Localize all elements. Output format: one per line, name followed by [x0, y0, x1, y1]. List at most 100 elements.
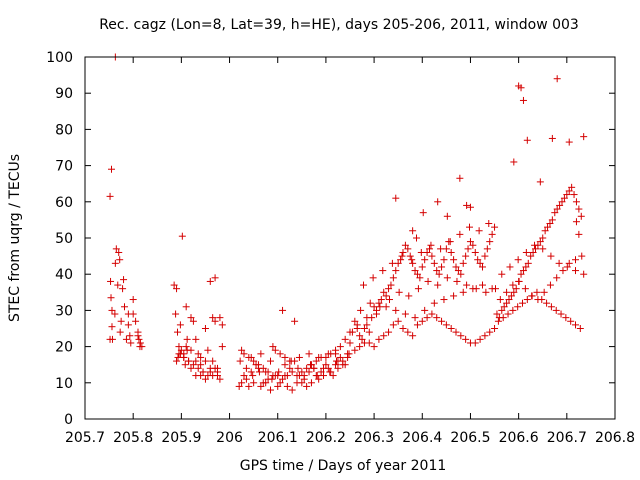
data-point	[418, 317, 426, 325]
data-point	[580, 270, 588, 278]
data-point	[247, 368, 255, 376]
data-point	[242, 364, 250, 372]
data-point	[380, 332, 388, 340]
data-point	[456, 174, 464, 182]
data-point	[512, 285, 520, 293]
data-point	[428, 252, 436, 260]
data-point	[119, 285, 127, 293]
data-point	[466, 238, 474, 246]
data-point	[116, 328, 124, 336]
data-point	[324, 350, 332, 358]
data-point	[397, 256, 405, 264]
data-point	[519, 267, 527, 275]
y-tick-label: 0	[64, 412, 73, 428]
x-axis-label: GPS time / Days of year 2011	[240, 458, 447, 474]
data-point	[351, 317, 359, 325]
data-point	[466, 203, 474, 211]
data-point	[134, 332, 142, 340]
data-point	[211, 364, 219, 372]
data-point	[376, 303, 384, 311]
x-tick-label: 206.7	[547, 430, 587, 446]
data-point	[496, 296, 504, 304]
data-point	[176, 321, 184, 329]
data-point	[255, 368, 263, 376]
data-point	[435, 270, 443, 278]
data-point	[132, 317, 140, 325]
data-point	[479, 281, 486, 289]
data-point	[417, 248, 425, 256]
data-point	[515, 277, 523, 285]
data-point	[546, 220, 554, 228]
data-point	[546, 281, 554, 289]
data-point	[300, 372, 308, 380]
data-point	[464, 245, 472, 253]
data-point	[359, 281, 367, 289]
data-point	[257, 350, 265, 358]
data-point	[178, 232, 186, 240]
data-point	[394, 317, 402, 325]
data-point	[291, 317, 299, 325]
data-point	[386, 296, 394, 304]
data-point	[281, 361, 289, 369]
data-point	[437, 245, 445, 253]
y-tick-label: 90	[55, 86, 73, 102]
data-point	[283, 372, 291, 380]
data-point	[175, 343, 183, 351]
data-point	[563, 191, 571, 199]
data-point	[426, 245, 433, 253]
data-point	[524, 259, 532, 267]
data-point	[182, 303, 190, 311]
data-point	[276, 379, 284, 387]
data-point	[447, 248, 455, 256]
data-point	[356, 343, 364, 351]
data-point	[565, 259, 573, 267]
data-point	[509, 281, 517, 289]
data-point	[491, 223, 499, 231]
data-point	[194, 364, 202, 372]
data-point	[180, 350, 188, 358]
x-tick-label: 205.7	[65, 430, 105, 446]
data-point	[117, 317, 125, 325]
data-point	[326, 368, 334, 376]
data-point	[305, 368, 313, 376]
data-point	[199, 368, 207, 376]
data-point	[136, 343, 144, 351]
data-point	[303, 382, 311, 390]
data-point	[206, 277, 214, 285]
data-point	[187, 314, 195, 322]
data-point	[509, 306, 517, 314]
data-point	[201, 375, 209, 383]
data-point	[568, 183, 576, 191]
data-point	[334, 357, 342, 365]
data-point	[560, 194, 568, 202]
data-point	[315, 375, 323, 383]
data-point	[204, 346, 212, 354]
data-point	[404, 245, 412, 253]
data-point	[498, 306, 506, 314]
data-point	[257, 382, 265, 390]
data-point	[107, 294, 115, 302]
data-point	[398, 252, 406, 260]
data-point	[421, 306, 429, 314]
data-point	[399, 325, 407, 332]
data-point	[286, 364, 294, 372]
data-point	[471, 339, 479, 347]
data-point	[174, 328, 182, 336]
data-point	[363, 314, 371, 322]
data-point	[348, 328, 356, 336]
data-point	[127, 339, 135, 347]
data-point	[274, 372, 282, 380]
data-point	[177, 346, 185, 354]
data-point	[421, 256, 429, 264]
data-point	[399, 248, 407, 256]
data-point	[528, 292, 536, 300]
data-point	[430, 259, 438, 267]
data-point	[238, 346, 246, 354]
data-point	[565, 187, 573, 195]
data-point	[332, 350, 340, 358]
data-point	[276, 350, 284, 358]
data-point	[578, 252, 586, 260]
y-tick-label: 60	[55, 195, 73, 211]
data-point	[305, 350, 313, 358]
data-point	[392, 306, 400, 314]
